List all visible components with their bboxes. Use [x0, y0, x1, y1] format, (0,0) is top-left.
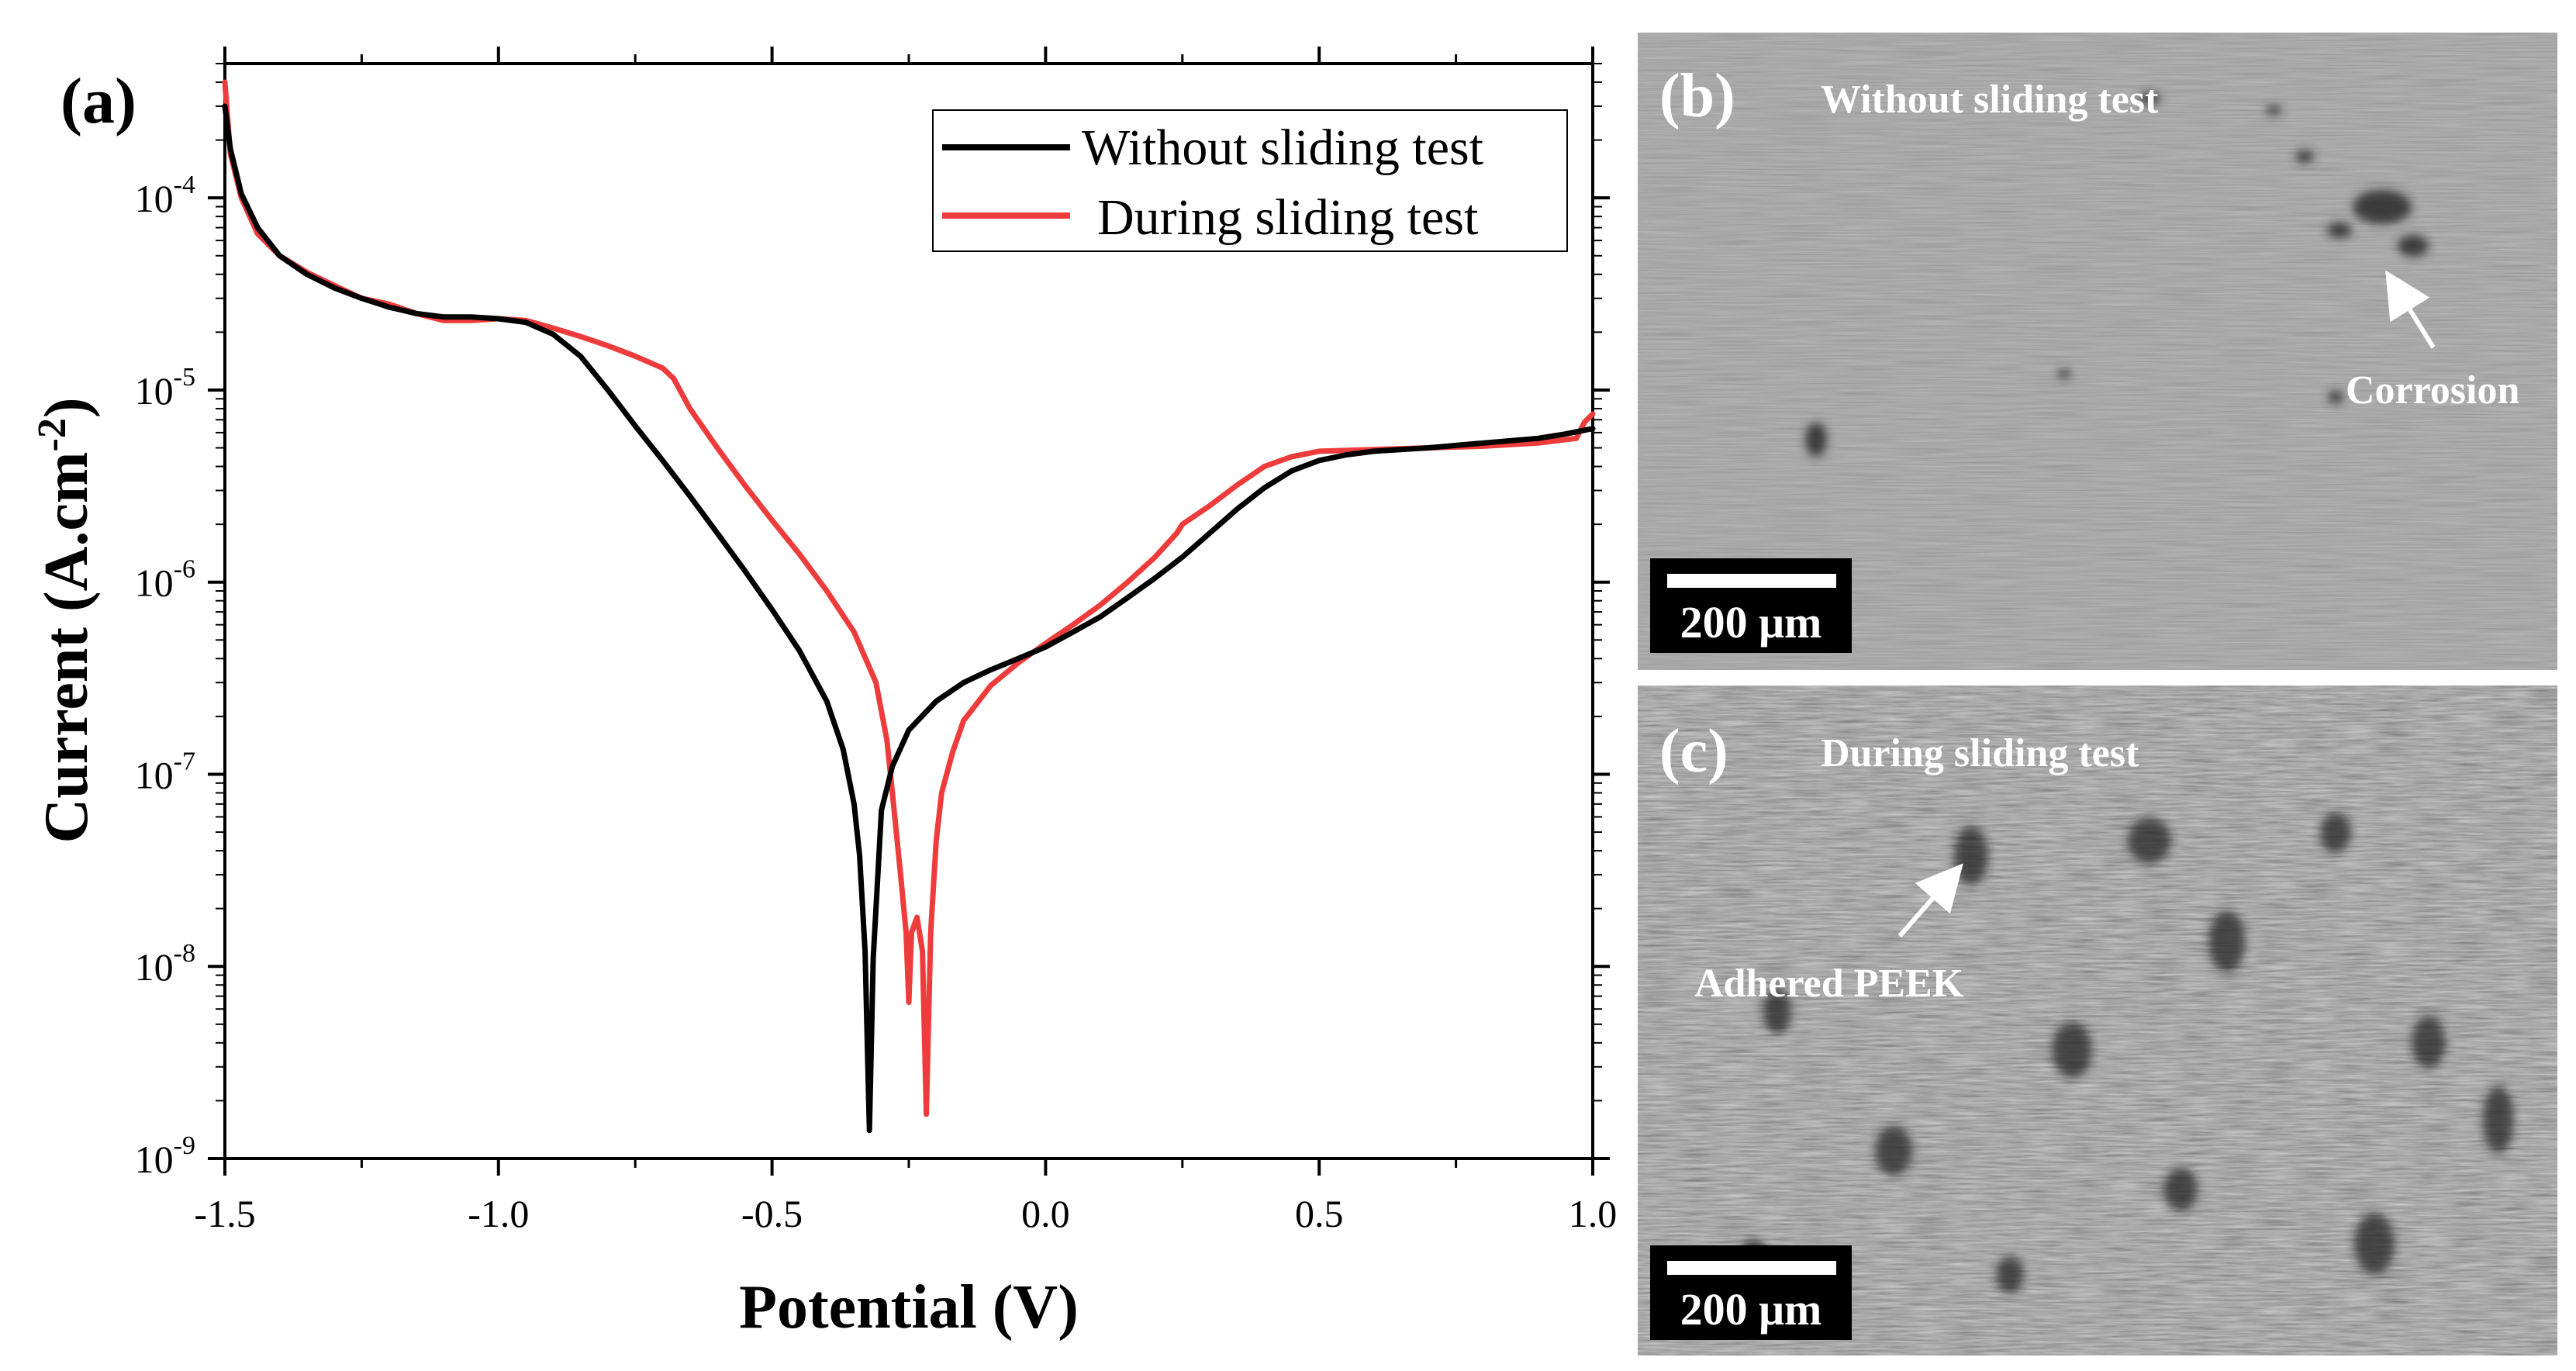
scale-bar-label-b: 200 μm — [1680, 597, 1822, 648]
sem-image-c — [1638, 686, 2557, 1355]
panel-b-label: (b) — [1659, 62, 1735, 130]
x-tick-label: 1.0 — [1569, 1192, 1618, 1235]
y-axis-title: Current (A.cm-2) — [30, 397, 101, 843]
x-tick-label: -1.0 — [468, 1192, 529, 1235]
y-axis-title-main: Current (A.cm — [33, 451, 101, 843]
x-axis-title: Potential (V) — [739, 1273, 1079, 1342]
y-tick-label: 10-9 — [135, 1131, 195, 1181]
legend-label-during: During sliding test — [1097, 189, 1478, 246]
y-tick-label: 10-4 — [135, 171, 195, 220]
y-tick-label: 10-7 — [135, 747, 195, 796]
series-layer — [222, 79, 1596, 1134]
y-tick-label: 10-6 — [135, 555, 195, 605]
scale-bar-c — [1667, 1261, 1836, 1275]
series-line-during-sliding — [222, 79, 1596, 1117]
scale-bar-b — [1667, 574, 1836, 588]
panel-b-caption: Without sliding test — [1821, 78, 2159, 122]
panel-c-caption: During sliding test — [1821, 731, 2139, 775]
corrosion-annotation: Corrosion — [2346, 368, 2519, 413]
panel-a-label: (a) — [60, 65, 136, 137]
series-line-without-sliding — [222, 103, 1596, 1134]
x-tick-label: -0.5 — [741, 1192, 803, 1235]
adhered-peek-annotation: Adhered PEEK — [1694, 962, 1964, 1006]
x-tick-label: 0.0 — [1021, 1192, 1070, 1235]
legend-label-without: Without sliding test — [1082, 119, 1483, 176]
sem-texture-c — [1638, 686, 2557, 1355]
y-tick-label: 10-8 — [135, 939, 195, 989]
x-tick-label: 0.5 — [1295, 1192, 1344, 1235]
corrosion-arrow — [2385, 270, 2436, 349]
tick-marks: -1.5 -1.0 -0.5 0.0 0.5 1.0 10-9 10-8 10-7 10-6 10-… — [135, 47, 1618, 1235]
x-tick-label: -1.5 — [194, 1192, 255, 1235]
corrosion-pits — [1805, 92, 2429, 457]
legend-box — [932, 109, 1568, 252]
adhered-peek-arrow — [1897, 863, 1963, 938]
y-axis-title-sup: -2 — [30, 418, 74, 451]
panel-b-sem-image: (b) Without sliding test Corrosion 200 μ… — [1638, 33, 2557, 670]
panel-c-label: (c) — [1659, 717, 1728, 786]
panel-a-chart: (a) -1.5 -1.0 -0.5 0.0 0.5 1.0 10-9 10-8 10-7 10-… — [30, 47, 1617, 1342]
adhered-peek-particles — [1739, 813, 2514, 1293]
y-tick-label: 10-5 — [135, 363, 195, 413]
legend: Without sliding test During sliding test — [932, 109, 1568, 252]
scale-bar-label-c: 200 μm — [1680, 1284, 1822, 1335]
panel-c-sem-image: (c) During sliding test Adhered PEEK 200… — [1638, 686, 2557, 1355]
y-axis-title-close: ) — [33, 397, 101, 418]
